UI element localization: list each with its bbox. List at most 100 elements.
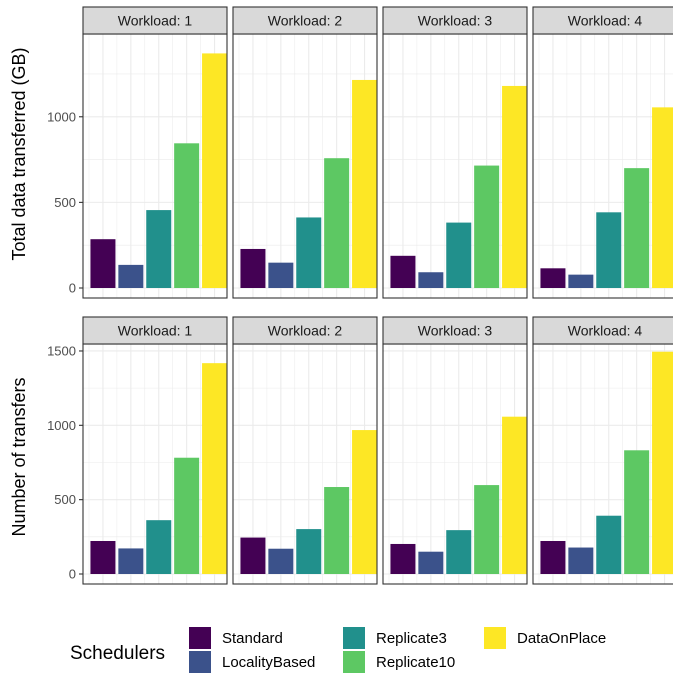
legend-item-dataonplace: DataOnPlace — [484, 627, 606, 649]
facet-strip-label: Workload: 4 — [568, 323, 643, 339]
legend-label: Standard — [222, 630, 283, 647]
bar-dataonplace — [502, 85, 527, 288]
bar-replicate10 — [174, 457, 200, 574]
bar-localitybased — [568, 274, 594, 288]
bar-replicate3 — [596, 212, 622, 288]
bar-replicate3 — [296, 529, 322, 574]
legend-title: Schedulers — [70, 643, 165, 664]
bar-replicate10 — [474, 165, 500, 288]
bars — [240, 430, 377, 574]
y-tick-label: 1000 — [47, 418, 76, 433]
bars — [540, 107, 673, 289]
legend-item-replicate10: Replicate10 — [343, 651, 455, 673]
bars — [390, 416, 527, 574]
bar-replicate10 — [624, 168, 650, 288]
bar-replicate10 — [174, 143, 200, 288]
facet-strip — [382, 6, 528, 35]
legend-swatch — [343, 651, 365, 673]
legend-swatch — [343, 627, 365, 649]
facet-strip-label: Workload: 1 — [118, 323, 193, 339]
legend-swatch — [189, 627, 211, 649]
facet-strip — [232, 6, 378, 35]
bar-replicate3 — [596, 515, 622, 574]
bar-localitybased — [268, 548, 294, 574]
bars — [390, 85, 527, 288]
bar-localitybased — [118, 264, 144, 288]
bar-standard — [90, 540, 116, 574]
panel-row2-workload-1: Workload: 1 — [82, 316, 228, 585]
y-axis: 0 500 1000 1500 — [47, 343, 83, 582]
y-tick-label: 500 — [54, 195, 76, 210]
legend-item-replicate3: Replicate3 — [343, 627, 447, 649]
facet-strip — [382, 316, 528, 345]
bar-standard — [540, 540, 566, 574]
bar-standard — [240, 248, 266, 288]
bar-dataonplace — [202, 53, 227, 289]
panel-row2-workload-3: Workload: 3 — [382, 316, 528, 585]
facet-strip-label: Workload: 1 — [118, 13, 193, 29]
bar-dataonplace — [202, 363, 227, 574]
legend-label: Replicate10 — [376, 654, 455, 671]
bar-dataonplace — [652, 107, 673, 289]
facet-strip-label: Workload: 2 — [268, 323, 343, 339]
bars — [540, 351, 673, 574]
legend-swatch — [189, 651, 211, 673]
facet-strip — [532, 316, 673, 345]
bar-standard — [390, 255, 416, 288]
bars — [90, 53, 227, 289]
facet-strip — [82, 6, 228, 35]
facet-strip — [232, 316, 378, 345]
facet-strip — [82, 316, 228, 345]
bar-localitybased — [568, 547, 594, 574]
bars — [240, 79, 377, 288]
bar-dataonplace — [352, 79, 377, 288]
panel-row1-workload-4: Workload: 4 — [532, 6, 673, 299]
legend-items: Standard LocalityBased Replicate3 Replicate… — [189, 627, 606, 673]
bar-dataonplace — [352, 430, 377, 574]
facet-strip-label: Workload: 3 — [418, 13, 493, 29]
y-tick-label: 0 — [69, 281, 76, 296]
facet-strip-label: Workload: 3 — [418, 323, 493, 339]
bars — [90, 363, 227, 574]
bar-standard — [540, 268, 566, 288]
bar-localitybased — [418, 272, 444, 288]
panel-row1-workload-3: Workload: 3 — [382, 6, 528, 299]
bar-replicate3 — [146, 210, 172, 288]
bar-dataonplace — [502, 416, 527, 574]
panel-row1-workload-2: Workload: 2 — [232, 6, 378, 299]
bar-replicate3 — [146, 520, 172, 574]
bar-localitybased — [118, 548, 144, 574]
legend-item-standard: Standard — [189, 627, 283, 649]
bar-replicate10 — [324, 487, 350, 574]
bar-standard — [90, 239, 116, 288]
y-axis-label-top: Total data transferred (GB) — [9, 47, 29, 260]
legend-label: LocalityBased — [222, 654, 315, 671]
legend-item-localitybased: LocalityBased — [189, 651, 315, 673]
bar-replicate3 — [446, 222, 472, 288]
legend-label: Replicate3 — [376, 630, 447, 647]
y-tick-label: 1500 — [47, 343, 76, 358]
legend-label: DataOnPlace — [517, 630, 606, 647]
bar-standard — [240, 537, 266, 574]
legend: Schedulers Standard LocalityBased Replicat… — [70, 627, 606, 673]
facet-strip-label: Workload: 4 — [568, 13, 643, 29]
bar-replicate3 — [296, 217, 322, 288]
y-tick-label: 0 — [69, 567, 76, 582]
y-tick-label: 500 — [54, 492, 76, 507]
bar-localitybased — [418, 551, 444, 574]
panel-row2-workload-2: Workload: 2 — [232, 316, 378, 585]
y-axis-label-bottom: Number of transfers — [9, 377, 29, 536]
bar-standard — [390, 543, 416, 574]
y-tick-label: 1000 — [47, 109, 76, 124]
y-axis: 0 500 1000 — [47, 109, 83, 296]
bar-replicate3 — [446, 530, 472, 574]
facet-strip-label: Workload: 2 — [268, 13, 343, 29]
bar-replicate10 — [324, 158, 350, 288]
bar-localitybased — [268, 262, 294, 288]
bar-replicate10 — [624, 450, 650, 574]
panels-layer: Workload: 1 0 500 1000 Workload: 2 Workload: … — [47, 6, 673, 585]
bar-dataonplace — [652, 351, 673, 574]
legend-swatch — [484, 627, 506, 649]
panel-row2-workload-4: Workload: 4 — [532, 316, 673, 585]
